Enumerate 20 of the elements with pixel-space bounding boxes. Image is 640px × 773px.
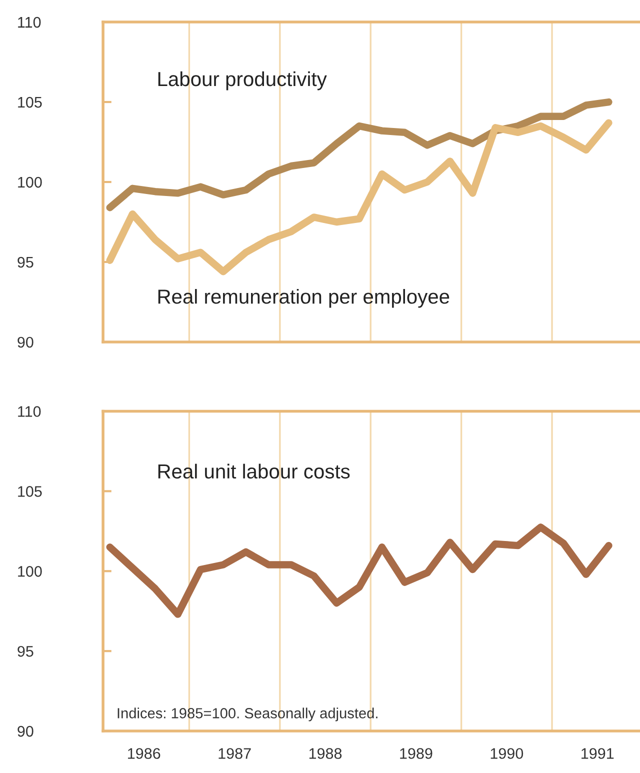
y-tick-label: 110 [18,406,41,417]
y-tick-label: 100 [18,566,42,577]
x-tick-label: 1989 [400,748,432,759]
x-tick-label: 1990 [490,748,524,759]
y-tick-label: 105 [18,96,42,108]
y-tick-label: 110 [18,16,41,28]
y-tick-label: 95 [18,646,34,657]
y-tick-label: 100 [18,176,42,188]
text: Real unit labour costs [158,464,350,479]
annotation: Indices: 1985=100. Seasonally adjusted. [118,708,378,722]
y-tick-label: 90 [18,726,34,737]
series-label: Real remuneration per employee [158,288,450,308]
y-tick-label: 95 [18,256,34,268]
y-tick-label: 105 [18,486,42,497]
x-tick-label: 1986 [128,748,160,759]
text: Labour productivity [158,71,327,90]
x-tick-label: 1991 [582,748,614,759]
x-tick-label: 1988 [309,748,342,759]
x-tick-label: 1987 [218,748,251,759]
y-tick-label: 90 [18,336,34,348]
